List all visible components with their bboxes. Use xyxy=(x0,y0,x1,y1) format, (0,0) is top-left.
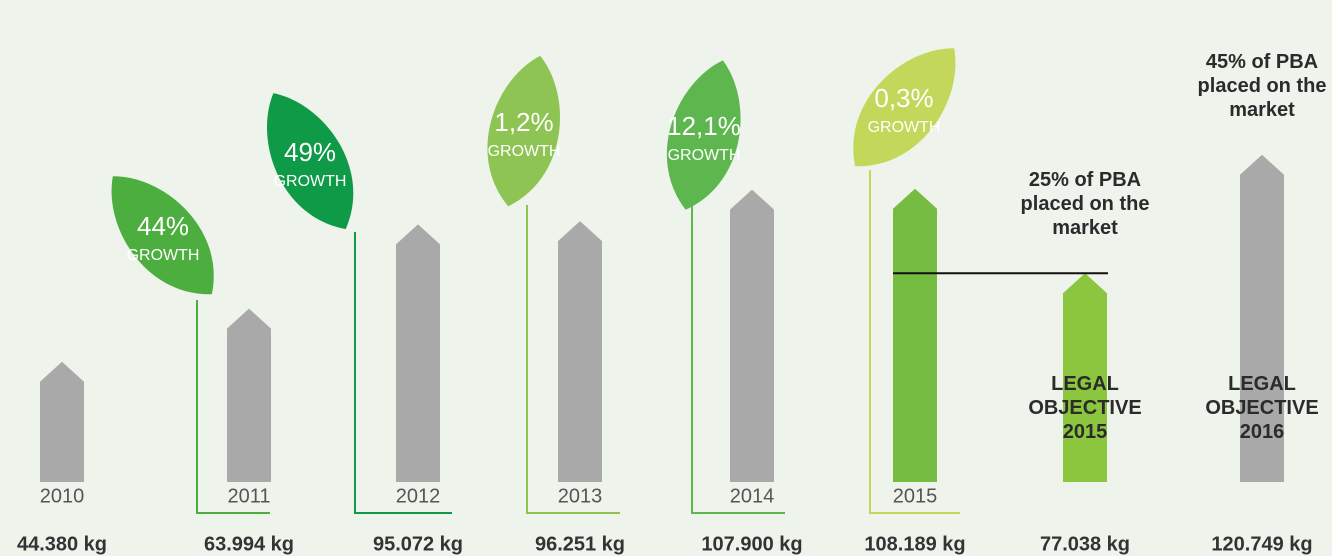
stem xyxy=(869,170,960,514)
x-tick-label: 2013 xyxy=(558,485,603,507)
x-tick-label: 2014 xyxy=(730,485,775,507)
value-label: 96.251 kg xyxy=(535,533,625,555)
value-label: 107.900 kg xyxy=(701,533,802,555)
objective-note: 25% of PBA placed on the market xyxy=(1020,169,1150,240)
bar xyxy=(396,224,440,483)
growth-caption: GROWTH xyxy=(868,119,941,136)
value-label: 44.380 kg xyxy=(17,533,107,555)
stem xyxy=(691,205,785,514)
value-label: 95.072 kg xyxy=(373,533,463,555)
bar xyxy=(558,221,602,482)
value-label: 63.994 kg xyxy=(204,533,294,555)
leaf-shape xyxy=(853,48,956,167)
x-tick-label: 2012 xyxy=(396,485,441,507)
leaf-shape xyxy=(267,93,354,230)
leaf: 0,3% GROWTH xyxy=(853,48,956,167)
x-tick-label: 2011 xyxy=(227,485,270,507)
growth-value: 44% xyxy=(137,211,189,241)
growth-caption: GROWTH xyxy=(127,247,200,264)
objective-note: 45% of PBA placed on the market xyxy=(1197,50,1327,121)
stem xyxy=(354,232,452,514)
growth-value: 1,2% xyxy=(494,107,553,137)
leaf: 1,2% GROWTH xyxy=(487,55,561,207)
growth-value: 49% xyxy=(284,137,336,167)
leaf: 49% GROWTH xyxy=(267,93,354,230)
x-tick-label: 2015 xyxy=(893,485,938,507)
x-tick-label: 2010 xyxy=(40,485,85,507)
value-label: 120.749 kg xyxy=(1211,533,1312,555)
bar xyxy=(227,308,271,482)
value-label: 77.038 kg xyxy=(1040,533,1130,555)
growth-caption: GROWTH xyxy=(274,173,347,190)
bar xyxy=(893,188,937,483)
leaf: 44% GROWTH xyxy=(111,176,214,295)
growth-value: 12,1% xyxy=(667,111,741,141)
objective-label: LEGAL OBJECTIVE 2015 xyxy=(1028,373,1142,443)
leaf-shape xyxy=(487,55,560,207)
bar xyxy=(730,189,774,482)
growth-caption: GROWTH xyxy=(488,143,561,160)
value-label: 108.189 kg xyxy=(864,533,965,555)
objective-label: LEGAL OBJECTIVE 2016 xyxy=(1205,373,1319,443)
stem xyxy=(526,205,620,514)
stem xyxy=(196,300,270,514)
bar xyxy=(40,361,84,482)
growth-caption: GROWTH xyxy=(668,147,741,164)
bar xyxy=(1240,154,1284,482)
leaf-shape xyxy=(111,176,214,295)
leaf-shape xyxy=(666,60,741,210)
growth-value: 0,3% xyxy=(874,83,933,113)
leaf: 12,1% GROWTH xyxy=(666,60,741,210)
bar xyxy=(1063,273,1107,482)
